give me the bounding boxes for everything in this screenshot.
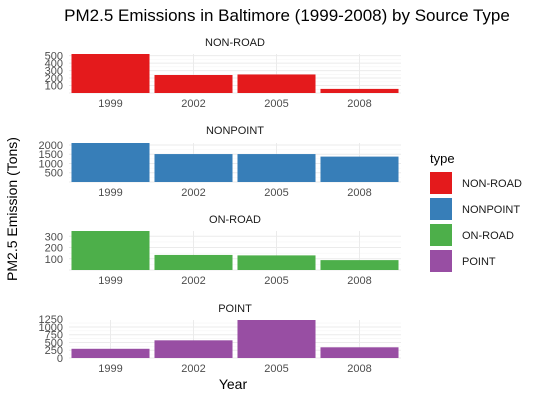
bar-nonpoint-2002 bbox=[154, 154, 233, 182]
legend-label: ON-ROAD bbox=[462, 230, 514, 242]
facet-label: NONPOINT bbox=[206, 125, 264, 137]
y-tick-label: 100 bbox=[45, 254, 63, 266]
x-tick-label: 2005 bbox=[264, 363, 288, 375]
x-tick-label: 2002 bbox=[181, 187, 205, 199]
x-tick-label: 1999 bbox=[98, 98, 122, 110]
x-tick-label: 2005 bbox=[264, 275, 288, 287]
legend-item-non-road: NON-ROAD bbox=[430, 172, 522, 194]
bar-on-road-2005 bbox=[237, 255, 316, 270]
x-axis-title: Year bbox=[219, 376, 248, 392]
y-tick-label: 500 bbox=[45, 168, 63, 180]
bar-point-2008 bbox=[320, 347, 399, 358]
legend-item-nonpoint: NONPOINT bbox=[430, 198, 520, 220]
bar-nonpoint-2005 bbox=[237, 154, 316, 182]
bar-point-2002 bbox=[154, 340, 233, 358]
bar-non-road-1999 bbox=[71, 54, 150, 93]
x-tick-label: 1999 bbox=[98, 275, 122, 287]
y-axis-title: PM2.5 Emission (Tons) bbox=[4, 137, 20, 281]
y-tick-label: 750 bbox=[45, 330, 63, 342]
legend-label: POINT bbox=[462, 256, 496, 268]
x-tick-label: 2002 bbox=[181, 275, 205, 287]
x-tick-label: 1999 bbox=[98, 363, 122, 375]
bar-non-road-2008 bbox=[320, 88, 399, 93]
legend-swatch bbox=[430, 198, 452, 220]
bar-point-2005 bbox=[237, 320, 316, 358]
bar-on-road-1999 bbox=[71, 231, 150, 270]
legend-label: NONPOINT bbox=[462, 204, 520, 216]
legend: type NON-ROAD NONPOINT ON-ROAD POINT bbox=[430, 151, 522, 272]
y-tick-label: 1250 bbox=[39, 314, 63, 326]
legend-label: NON-ROAD bbox=[462, 178, 522, 190]
y-tick-label: 200 bbox=[45, 243, 63, 255]
facet-label: NON-ROAD bbox=[205, 37, 265, 49]
x-tick-label: 1999 bbox=[98, 187, 122, 199]
y-tick-label: 1000 bbox=[39, 322, 63, 334]
x-tick-label: 2008 bbox=[347, 363, 371, 375]
bar-point-1999 bbox=[71, 348, 150, 358]
y-tick-label: 500 bbox=[45, 337, 63, 349]
y-tick-label: 2000 bbox=[39, 140, 63, 152]
legend-title: type bbox=[430, 151, 455, 166]
y-tick-label: 1000 bbox=[39, 158, 63, 170]
x-tick-label: 2005 bbox=[264, 187, 288, 199]
legend-swatch bbox=[430, 250, 452, 272]
x-tick-label: 2008 bbox=[347, 275, 371, 287]
facet-label: ON-ROAD bbox=[209, 214, 261, 226]
x-tick-label: 2008 bbox=[347, 187, 371, 199]
x-tick-label: 2002 bbox=[181, 98, 205, 110]
y-tick-label: 100 bbox=[45, 81, 63, 93]
x-tick-label: 2008 bbox=[347, 98, 371, 110]
y-tick-label: 400 bbox=[45, 58, 63, 70]
legend-item-on-road: ON-ROAD bbox=[430, 224, 514, 246]
legend-item-point: POINT bbox=[430, 250, 496, 272]
y-tick-label: 0 bbox=[57, 353, 63, 365]
bar-on-road-2008 bbox=[320, 260, 399, 270]
y-tick-label: 200 bbox=[45, 73, 63, 85]
bar-nonpoint-1999 bbox=[71, 143, 150, 182]
x-tick-label: 2005 bbox=[264, 98, 288, 110]
y-tick-label: 500 bbox=[45, 51, 63, 63]
y-tick-label: 300 bbox=[45, 231, 63, 243]
y-tick-label: 250 bbox=[45, 345, 63, 357]
facet-label: POINT bbox=[218, 303, 252, 315]
legend-swatch bbox=[430, 224, 452, 246]
bar-non-road-2005 bbox=[237, 74, 316, 93]
y-tick-label: 1500 bbox=[39, 149, 63, 161]
bar-on-road-2002 bbox=[154, 254, 233, 270]
bar-non-road-2002 bbox=[154, 74, 233, 93]
bar-nonpoint-2008 bbox=[320, 156, 399, 182]
x-tick-label: 2002 bbox=[181, 363, 205, 375]
chart-title: PM2.5 Emissions in Baltimore (1999-2008)… bbox=[64, 6, 510, 25]
legend-swatch bbox=[430, 172, 452, 194]
y-tick-label: 300 bbox=[45, 66, 63, 78]
